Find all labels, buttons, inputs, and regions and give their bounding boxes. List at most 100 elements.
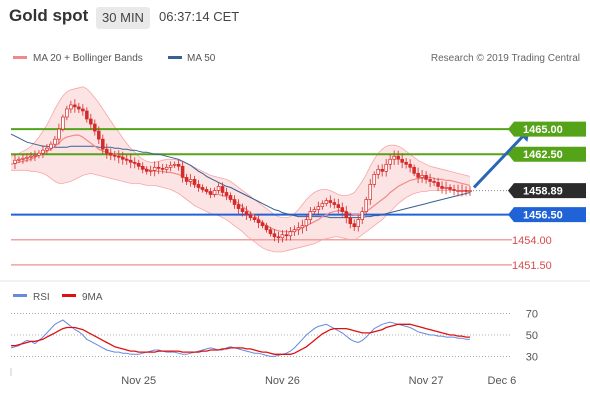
bollinger-lower-line: [11, 169, 470, 253]
candle-body: [101, 138, 105, 150]
candle-body: [97, 130, 101, 140]
chart-header: Gold spot 30 MIN 06:37:14 CET: [0, 0, 590, 36]
candle-body: [45, 147, 49, 151]
candle-body: [160, 167, 165, 170]
watermark-text: Research © 2019 Trading Central: [431, 53, 580, 64]
x-tick-label-2: Nov 27: [409, 375, 444, 387]
candle-body: [41, 149, 45, 154]
candle-body: [136, 162, 141, 167]
level-resistance-0-tag: [508, 121, 586, 137]
legend-swatch-rsi: [13, 294, 27, 297]
candles-group: [13, 99, 472, 243]
legend-label-ma50: MA 50: [187, 53, 216, 64]
candle-body: [240, 208, 245, 212]
candle-body: [117, 155, 121, 158]
candle-body: [208, 191, 213, 195]
candle-body: [21, 157, 25, 160]
candle-body: [296, 227, 301, 231]
level-support-2-label: 1456.50: [523, 210, 563, 222]
candle-body: [408, 163, 412, 168]
candle-body: [204, 189, 209, 192]
x-tick-label-3: Dec 6: [488, 375, 517, 387]
candle-body: [352, 223, 357, 228]
candle-body: [400, 158, 404, 163]
candle-body: [336, 204, 341, 208]
candle-body: [392, 155, 396, 160]
current-price-tag: [508, 183, 586, 199]
rsi-tick-label-70: 70: [526, 309, 538, 321]
candle-body: [368, 184, 372, 200]
candle-body: [124, 158, 129, 161]
candle-body: [61, 116, 65, 130]
level-label-pivot-3: 1454.00: [512, 235, 552, 247]
candle-body: [200, 187, 205, 190]
candle-body: [324, 200, 329, 204]
candle-body: [244, 211, 249, 215]
level-resistance-0-label: 1465.00: [523, 124, 563, 136]
candle-body: [412, 166, 416, 174]
legend-swatch-rsi-ma: [62, 294, 76, 297]
candle-body: [172, 163, 177, 166]
level-resistance-1-label: 1462.50: [523, 149, 563, 161]
level-label-pivot-4: 1451.50: [512, 260, 552, 272]
projection-arrow-shaft: [472, 132, 527, 189]
candle-body: [144, 168, 149, 172]
legend-swatch-ma20: [13, 56, 27, 59]
candle-body: [300, 225, 305, 229]
candle-body: [184, 177, 189, 182]
candle-body: [448, 187, 452, 190]
candle-body: [113, 154, 117, 157]
candle-body: [364, 199, 368, 212]
current-price-label: 1458.89: [523, 186, 563, 198]
instrument-title: Gold spot: [9, 6, 89, 25]
x-tick-label-0: Nov 25: [121, 375, 156, 387]
rsi-tick-label-30: 30: [526, 351, 538, 363]
candle-body: [284, 234, 289, 237]
candle-body: [17, 158, 21, 161]
level-resistance-1-tag: [508, 146, 586, 162]
candle-body: [252, 217, 257, 221]
candle-body: [440, 186, 444, 189]
candle-body: [456, 190, 460, 192]
legend-label-rsi-ma: 9MA: [82, 292, 103, 303]
candle-body: [260, 222, 265, 227]
candle-body: [404, 161, 408, 165]
legend-label-rsi: RSI: [33, 292, 50, 303]
candle-body: [356, 219, 360, 228]
candle-body: [248, 214, 253, 218]
candle-body: [460, 190, 464, 192]
legend-label-ma20: MA 20 + Bollinger Bands: [33, 53, 143, 64]
candle-body: [13, 159, 17, 164]
candle-body: [152, 166, 157, 171]
candle-body: [132, 161, 137, 164]
bollinger-band-area: [11, 86, 470, 252]
candle-body: [436, 182, 440, 187]
candle-body: [224, 192, 229, 196]
candle-body: [420, 175, 424, 178]
candle-body: [256, 219, 261, 224]
candle-body: [25, 156, 29, 159]
timeframe-selector[interactable]: 30 MIN: [96, 7, 150, 29]
candle-body: [428, 179, 432, 182]
candle-body: [396, 155, 400, 160]
candle-body: [216, 186, 221, 191]
candle-body: [416, 173, 420, 178]
candle-body: [33, 154, 37, 157]
candle-body: [180, 165, 185, 178]
candle-body: [192, 179, 197, 185]
candle-body: [188, 179, 193, 182]
candle-body: [384, 163, 388, 172]
candle-body: [328, 200, 333, 203]
ma50-line: [10, 133, 471, 219]
candle-body: [220, 186, 225, 193]
candle-body: [228, 195, 233, 200]
candle-body: [308, 211, 313, 221]
candle-body: [57, 128, 61, 140]
x-tick-label-1: Nov 26: [265, 375, 300, 387]
candle-body: [49, 143, 53, 149]
candle-body: [360, 211, 364, 221]
candle-body: [128, 159, 133, 163]
candle-body: [105, 148, 109, 154]
candle-body: [288, 231, 293, 237]
